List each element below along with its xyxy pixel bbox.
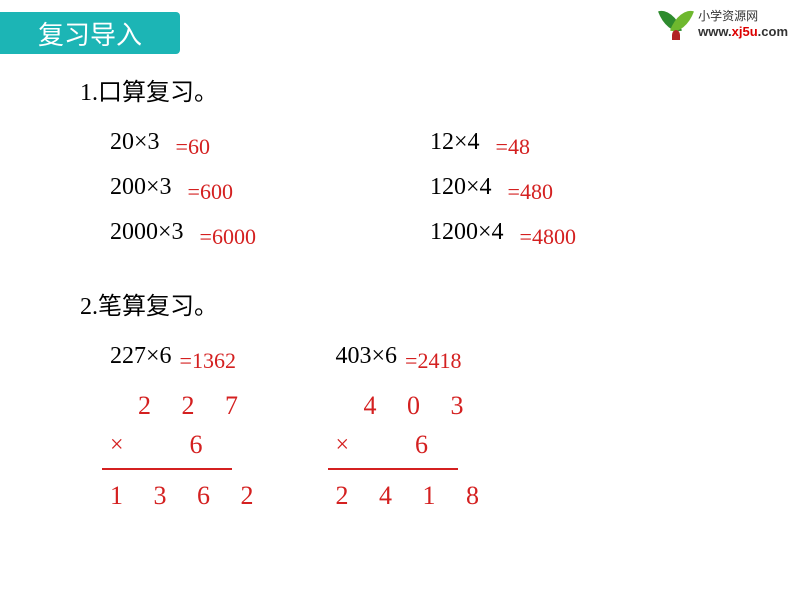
vc-mult-row: × 6 xyxy=(110,425,266,464)
mental-row: 20×3 =60 12×4 =48 xyxy=(110,129,760,156)
content-area: 1.口算复习。 20×3 =60 12×4 =48 200×3 =600 120… xyxy=(80,72,760,515)
written-problem: 403×6 =2418 4 0 3 × 6 2 4 1 8 xyxy=(336,343,492,515)
logo-text: 小学资源网 www.xj5u.com xyxy=(698,7,788,39)
expression: 120×4 xyxy=(430,174,492,201)
mental-calc-grid: 20×3 =60 12×4 =48 200×3 =600 120×4 =480 … xyxy=(110,129,760,246)
problem-header: 227×6 =1362 xyxy=(110,343,266,370)
vc-line xyxy=(102,468,232,470)
site-logo: 小学资源网 www.xj5u.com xyxy=(658,6,788,40)
section2-title: 2.笔算复习。 xyxy=(80,286,760,321)
mental-cell: 12×4 =48 xyxy=(430,129,530,156)
expression: 12×4 xyxy=(430,129,480,156)
mental-cell: 120×4 =480 xyxy=(430,174,553,201)
vc-multiplier: 6 xyxy=(397,425,440,464)
mental-cell: 200×3 =600 xyxy=(110,174,430,201)
expression: 200×3 xyxy=(110,174,172,201)
vc-top-row: 2 2 7 xyxy=(110,386,266,425)
vc-result: 2 4 1 8 xyxy=(336,476,492,515)
vertical-calculation: 4 0 3 × 6 2 4 1 8 xyxy=(336,386,492,515)
answer: =1362 xyxy=(180,348,236,374)
written-problem: 227×6 =1362 2 2 7 × 6 1 3 6 2 xyxy=(110,343,266,515)
expression: 20×3 xyxy=(110,129,160,156)
vc-mult-row: × 6 xyxy=(336,425,492,464)
answer: =48 xyxy=(496,134,530,160)
answer: =2418 xyxy=(405,348,461,374)
mental-row: 2000×3 =6000 1200×4 =4800 xyxy=(110,219,760,246)
expression: 1200×4 xyxy=(430,219,504,246)
vc-multiplier: 6 xyxy=(172,425,215,464)
mental-cell: 2000×3 =6000 xyxy=(110,219,430,246)
expression: 403×6 xyxy=(336,343,398,370)
vc-top-row: 4 0 3 xyxy=(336,386,492,425)
expression: 2000×3 xyxy=(110,219,184,246)
header-tab: 复习导入 xyxy=(0,12,180,54)
section1-title: 1.口算复习。 xyxy=(80,72,760,107)
leaf-logo-icon xyxy=(658,6,694,40)
vc-line xyxy=(328,468,458,470)
written-calc-area: 227×6 =1362 2 2 7 × 6 1 3 6 2 403×6 =241… xyxy=(110,343,760,515)
answer: =4800 xyxy=(520,224,576,250)
answer: =60 xyxy=(176,134,210,160)
multiply-icon: × xyxy=(336,427,350,463)
logo-url: www.xj5u.com xyxy=(698,24,788,39)
mental-row: 200×3 =600 120×4 =480 xyxy=(110,174,760,201)
multiply-icon: × xyxy=(110,427,124,463)
problem-header: 403×6 =2418 xyxy=(336,343,492,370)
answer: =6000 xyxy=(200,224,256,250)
logo-cn-text: 小学资源网 xyxy=(698,7,788,24)
mental-cell: 20×3 =60 xyxy=(110,129,430,156)
expression: 227×6 xyxy=(110,343,172,370)
vertical-calculation: 2 2 7 × 6 1 3 6 2 xyxy=(110,386,266,515)
header-title: 复习导入 xyxy=(38,15,142,52)
mental-cell: 1200×4 =4800 xyxy=(430,219,576,246)
answer: =600 xyxy=(188,179,233,205)
answer: =480 xyxy=(508,179,553,205)
vc-result: 1 3 6 2 xyxy=(110,476,266,515)
